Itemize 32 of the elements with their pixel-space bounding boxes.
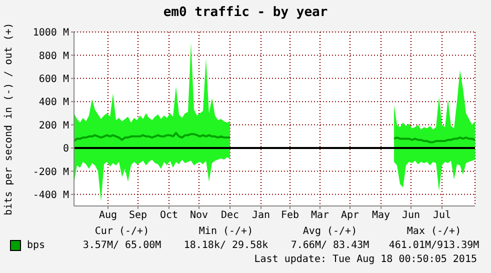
x-tick-label: Feb	[280, 210, 300, 222]
y-axis-title: bits per second in (-) / out (+)	[4, 22, 15, 216]
y-tick-label: 800 M	[38, 50, 69, 62]
y-tick-label: 400 M	[38, 97, 69, 108]
x-tick-label: Aug	[98, 210, 118, 222]
x-tick-label: Nov	[190, 210, 208, 222]
x-tick-label: Jan	[252, 210, 270, 222]
text: Last update: Tue Aug 18 00:50:05 2015	[253, 254, 478, 265]
y-tick-label: -200 M	[32, 166, 69, 178]
y-tick-label: 200 M	[38, 120, 69, 132]
text: Max (-/+)	[406, 226, 462, 237]
x-tick-label: Sep	[128, 210, 148, 222]
x-tick-label: Oct	[160, 210, 178, 222]
x-tick-label: Dec	[220, 210, 240, 222]
text: Avg (-/+)	[302, 226, 358, 237]
y-tick-label: 0	[62, 144, 69, 155]
legend-label: bps	[27, 240, 46, 251]
text: Cur (-/+)	[94, 226, 150, 237]
x-tick-label: Mar	[310, 210, 330, 222]
chart-title: em0 traffic - by year	[162, 5, 329, 20]
x-tick-label: Jul	[432, 210, 452, 222]
text: 18.18k/ 29.58k	[182, 240, 270, 251]
x-tick-label: May	[372, 210, 390, 222]
y-tick-label: 600 M	[38, 74, 69, 85]
y-tick-label: 1000 M	[32, 28, 69, 39]
text: Min (-/+)	[198, 226, 254, 237]
text: 3.57M/ 65.00M	[82, 240, 162, 251]
text: 461.01M/913.39M	[388, 240, 480, 251]
y-tick-label: -400 M	[32, 190, 69, 201]
x-tick-label: Apr	[340, 210, 360, 222]
text: 7.66M/ 83.43M	[290, 240, 370, 251]
x-tick-label: Jun	[402, 210, 420, 222]
